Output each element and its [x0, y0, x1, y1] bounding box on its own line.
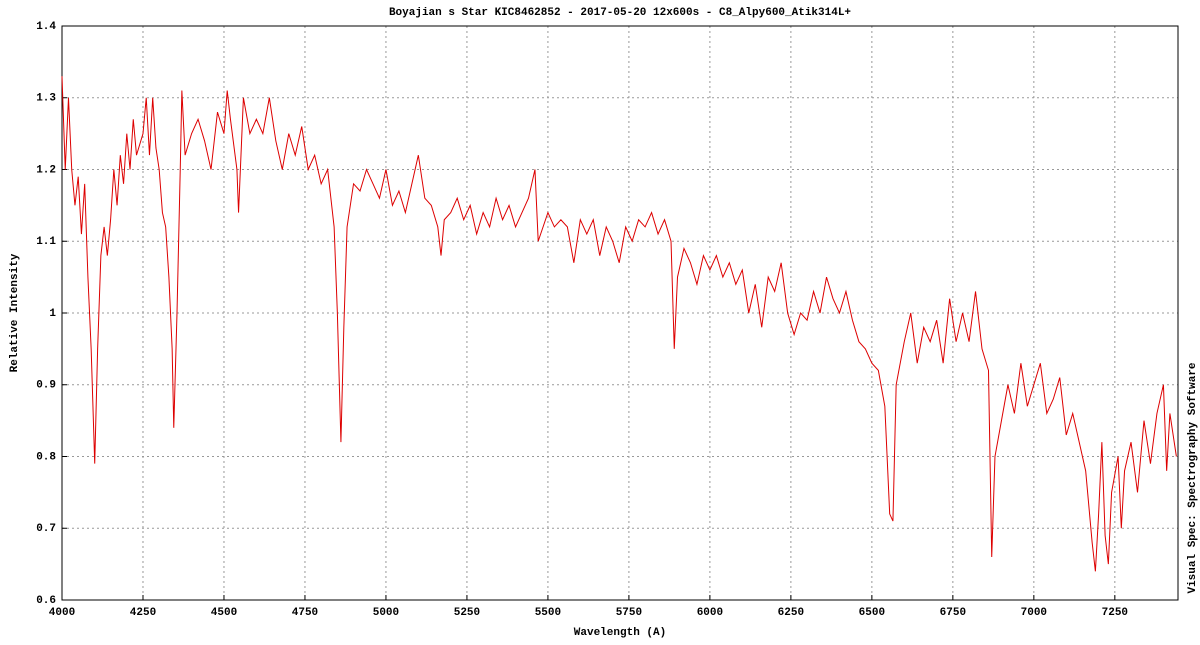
y-tick-label: 0.9: [36, 380, 56, 392]
x-tick-label: 5250: [454, 607, 480, 619]
x-axis-label: Wavelength (A): [574, 627, 666, 639]
chart-title: Boyajian s Star KIC8462852 - 2017-05-20 …: [389, 7, 851, 19]
x-tick-label: 6250: [778, 607, 804, 619]
y-tick-label: 1.3: [36, 93, 56, 105]
y-tick-label: 1.1: [36, 236, 56, 248]
y-tick-label: 1: [49, 308, 56, 320]
y-tick-label: 1.4: [36, 21, 56, 33]
y-tick-label: 0.7: [36, 523, 56, 535]
x-tick-label: 4500: [211, 607, 237, 619]
x-tick-label: 5000: [373, 607, 399, 619]
x-tick-label: 4750: [292, 607, 318, 619]
y-tick-label: 1.2: [36, 164, 56, 176]
x-tick-label: 5750: [616, 607, 642, 619]
x-tick-label: 6750: [940, 607, 966, 619]
x-tick-label: 7250: [1102, 607, 1128, 619]
x-tick-label: 4000: [49, 607, 75, 619]
y-axis-label: Relative Intensity: [9, 253, 21, 372]
x-tick-label: 4250: [130, 607, 156, 619]
x-tick-label: 5500: [535, 607, 561, 619]
x-tick-label: 6500: [859, 607, 885, 619]
x-tick-label: 6000: [697, 607, 723, 619]
side-note: Visual Spec: Spectrography Software: [1187, 362, 1199, 593]
plot-frame: [61, 25, 1179, 601]
y-tick-label: 0.8: [36, 451, 56, 463]
x-tick-label: 7000: [1021, 607, 1047, 619]
spectrum-line: [61, 76, 1177, 572]
y-tick-label: 0.6: [36, 595, 56, 607]
